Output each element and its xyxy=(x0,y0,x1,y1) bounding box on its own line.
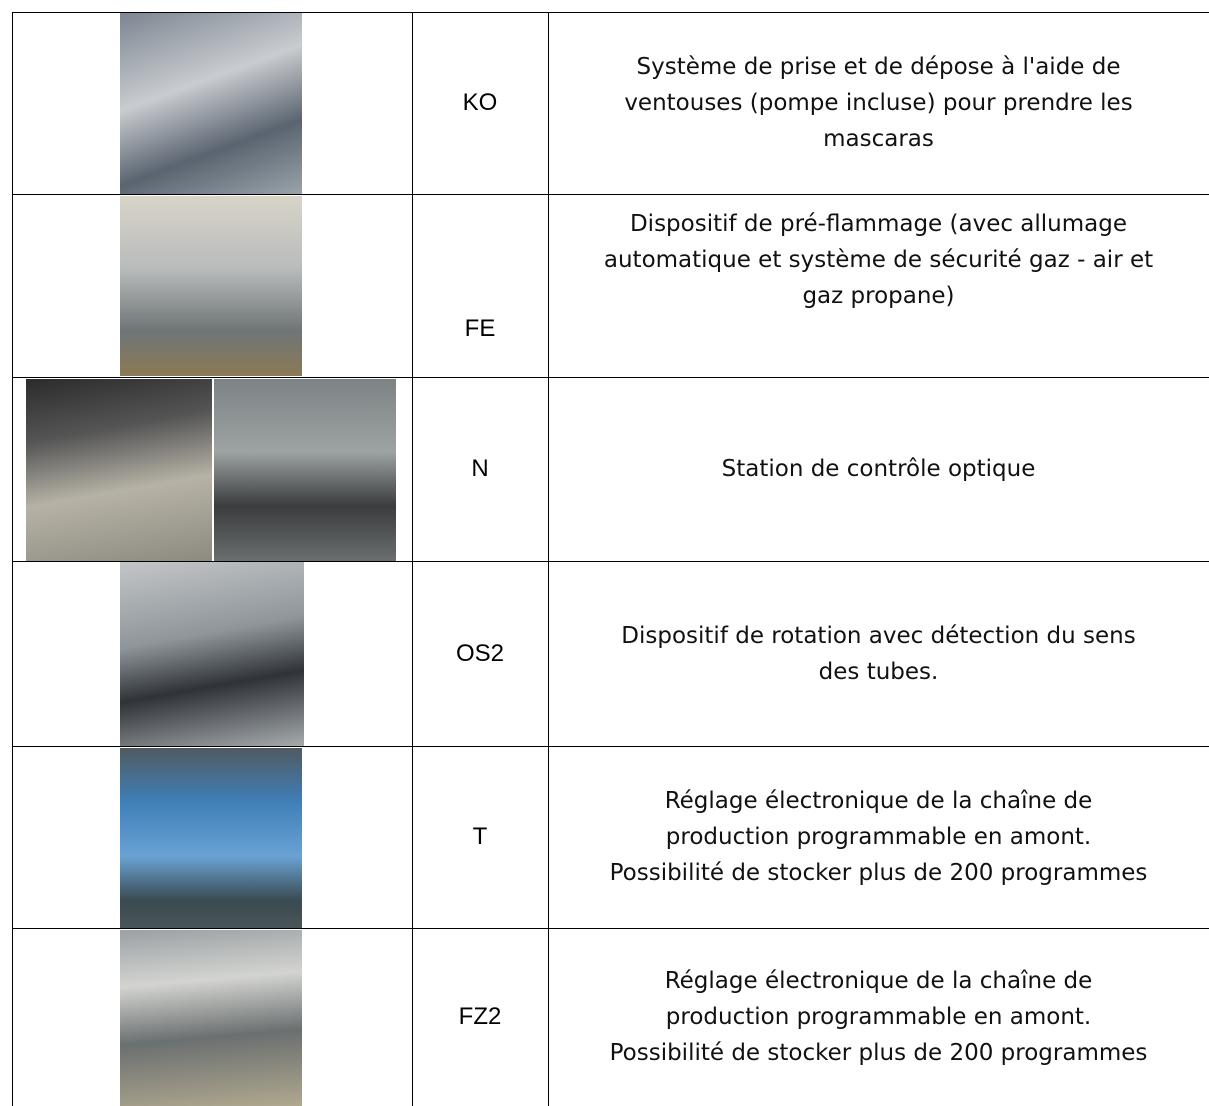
row-border xyxy=(12,746,1209,747)
description-line: Possibilité de stocker plus de 200 progr… xyxy=(609,1040,1148,1066)
code-cell: KO xyxy=(412,12,548,194)
column-border xyxy=(12,12,13,1106)
code: FZ2 xyxy=(458,1003,502,1030)
code: N xyxy=(471,455,489,482)
code-cell: FZ2 xyxy=(412,928,548,1106)
code-cell: FE xyxy=(412,194,548,377)
code: OS2 xyxy=(455,639,505,667)
row-border xyxy=(12,377,1209,378)
description-line: des tubes. xyxy=(818,658,939,685)
photo xyxy=(120,748,302,928)
code-cell: OS2 xyxy=(412,561,548,746)
description-line: Dispositif de pré-flammage (avec allumag… xyxy=(629,211,1128,237)
description-cell: Station de contrôle optique xyxy=(548,377,1209,561)
column-border xyxy=(548,12,549,1106)
description-line: production programmable en amont. xyxy=(665,824,1092,850)
photo xyxy=(120,562,304,746)
photo xyxy=(120,930,302,1106)
description-line: Réglage électronique de la chaîne de xyxy=(664,968,1093,994)
row-border xyxy=(12,194,1209,195)
description-line: ventouses (pompe incluse) pour prendre l… xyxy=(624,90,1133,116)
description-line: Station de contrôle optique xyxy=(721,456,1036,482)
photo xyxy=(26,379,212,561)
description-line: mascaras xyxy=(823,126,934,152)
photo xyxy=(120,12,302,194)
photo xyxy=(214,379,396,561)
description-line: Réglage électronique de la chaîne de xyxy=(664,788,1093,814)
code-cell: N xyxy=(412,377,548,561)
row-border xyxy=(12,561,1209,562)
description-cell: Réglage électronique de la chaîne de prod… xyxy=(548,928,1209,1106)
column-border xyxy=(412,12,413,1106)
description-line: gaz propane) xyxy=(802,283,955,309)
code-cell: T xyxy=(412,746,548,928)
description-cell: Système de prise et de dépose à l'aide d… xyxy=(548,12,1209,194)
photo xyxy=(120,196,302,376)
description-line: Possibilité de stocker plus de 200 progr… xyxy=(609,860,1148,886)
row-border xyxy=(12,928,1209,929)
code: KO xyxy=(462,89,498,116)
code: T xyxy=(472,823,488,850)
description-line: Dispositif de rotation avec détection du… xyxy=(621,622,1136,649)
description-cell: Dispositif de pré-flammage (avec allumag… xyxy=(548,194,1209,377)
description-line: production programmable en amont. xyxy=(665,1004,1092,1030)
description-line: Système de prise et de dépose à l'aide d… xyxy=(636,54,1121,80)
row-border xyxy=(12,12,1209,13)
description-line: automatique et système de sécurité gaz -… xyxy=(603,247,1154,273)
description-cell: Réglage électronique de la chaîne de prod… xyxy=(548,746,1209,928)
description-cell: Dispositif de rotation avec détection du… xyxy=(548,561,1209,746)
code: FE xyxy=(464,315,496,342)
